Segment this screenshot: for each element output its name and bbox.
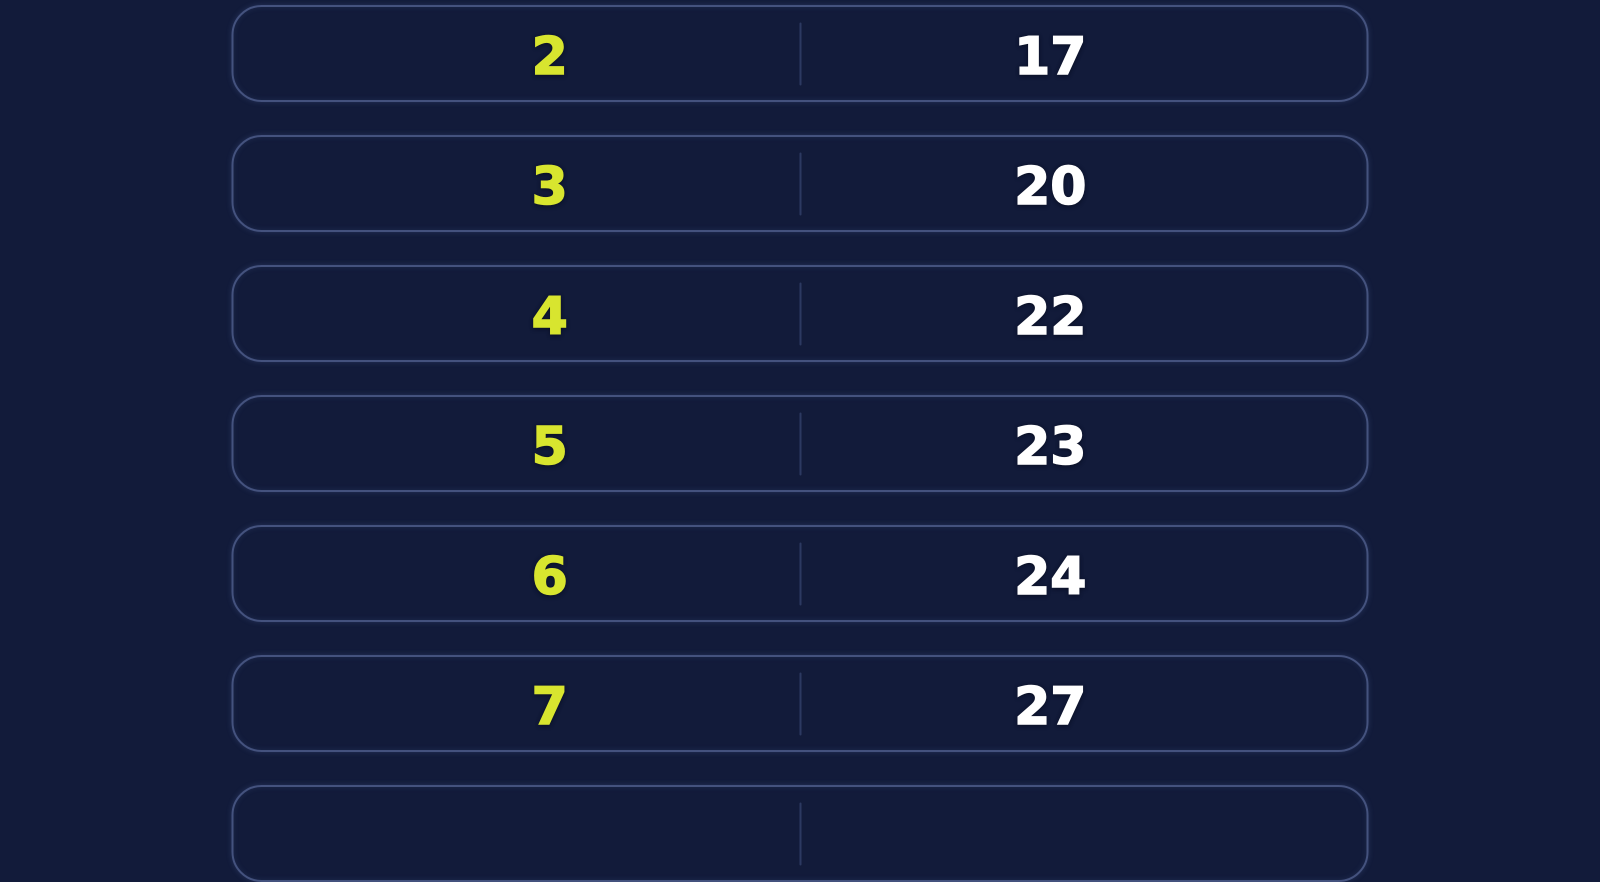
cell-divider <box>799 282 801 345</box>
cell-divider <box>799 412 801 475</box>
table-row: 6 24 <box>231 525 1369 622</box>
value-cell: 23 <box>800 397 1301 490</box>
value-cell: 17 <box>800 7 1301 100</box>
table-row: 7 27 <box>231 655 1369 752</box>
row-number: 2 <box>531 26 569 87</box>
cell-divider <box>799 152 801 215</box>
value-cell: 22 <box>800 267 1301 360</box>
number-cell: 7 <box>300 657 801 750</box>
cell-divider <box>799 672 801 735</box>
row-value: 27 <box>1013 676 1087 737</box>
row-number: 6 <box>531 546 569 607</box>
results-list: 2 17 3 20 4 22 5 23 6 <box>231 5 1369 882</box>
number-cell: 6 <box>300 527 801 620</box>
number-cell <box>300 787 801 880</box>
table-row: 4 22 <box>231 265 1369 362</box>
row-number: 3 <box>531 156 569 217</box>
number-cell: 2 <box>300 7 801 100</box>
row-value: 20 <box>1013 156 1087 217</box>
row-number: 5 <box>531 416 569 477</box>
value-cell: 27 <box>800 657 1301 750</box>
table-row: 5 23 <box>231 395 1369 492</box>
number-cell: 3 <box>300 137 801 230</box>
row-value: 22 <box>1013 286 1087 347</box>
value-cell: 20 <box>800 137 1301 230</box>
row-value: 24 <box>1013 546 1087 607</box>
cell-divider <box>799 542 801 605</box>
table-row: 2 17 <box>231 5 1369 102</box>
number-cell: 4 <box>300 267 801 360</box>
table-row: 3 20 <box>231 135 1369 232</box>
value-cell: 24 <box>800 527 1301 620</box>
number-cell: 5 <box>300 397 801 490</box>
row-number: 7 <box>531 676 569 737</box>
value-cell <box>800 787 1301 880</box>
cell-divider <box>799 22 801 85</box>
row-value: 17 <box>1013 26 1087 87</box>
row-number: 4 <box>531 286 569 347</box>
cell-divider <box>799 802 801 865</box>
row-value: 23 <box>1013 416 1087 477</box>
